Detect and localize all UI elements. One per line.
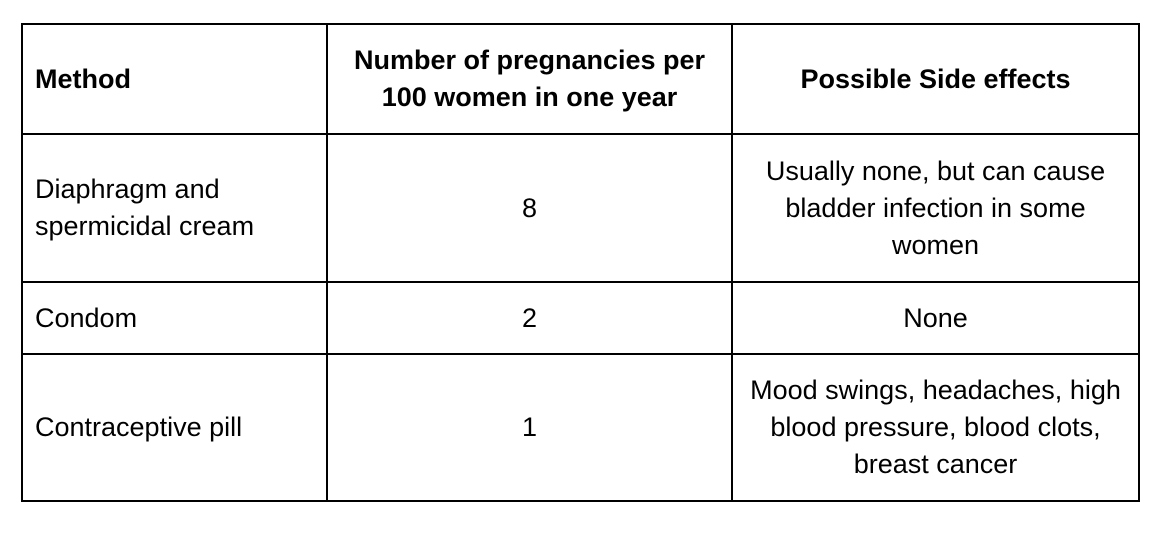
cell-side-effects: Mood swings, headaches, high blood press… — [731, 353, 1140, 502]
table-row: Condom 2 None — [21, 281, 1140, 355]
cell-method: Diaphragm and spermicidal cream — [21, 133, 328, 283]
cell-pregnancies: 2 — [326, 281, 733, 355]
cell-side-effects: Usually none, but can cause bladder infe… — [731, 133, 1140, 283]
cell-method: Contraceptive pill — [21, 353, 328, 502]
table-row: Contraceptive pill 1 Mood swings, headac… — [21, 353, 1140, 502]
cell-pregnancies: 1 — [326, 353, 733, 502]
table-header-row: Method Number of pregnancies per 100 wom… — [21, 23, 1140, 135]
header-pregnancies: Number of pregnancies per 100 women in o… — [326, 23, 733, 135]
cell-side-effects: None — [731, 281, 1140, 355]
cell-pregnancies: 8 — [326, 133, 733, 283]
cell-method: Condom — [21, 281, 328, 355]
header-method: Method — [21, 23, 328, 135]
header-side-effects: Possible Side effects — [731, 23, 1140, 135]
contraception-methods-table: Method Number of pregnancies per 100 wom… — [21, 23, 1140, 502]
table-row: Diaphragm and spermicidal cream 8 Usuall… — [21, 133, 1140, 283]
